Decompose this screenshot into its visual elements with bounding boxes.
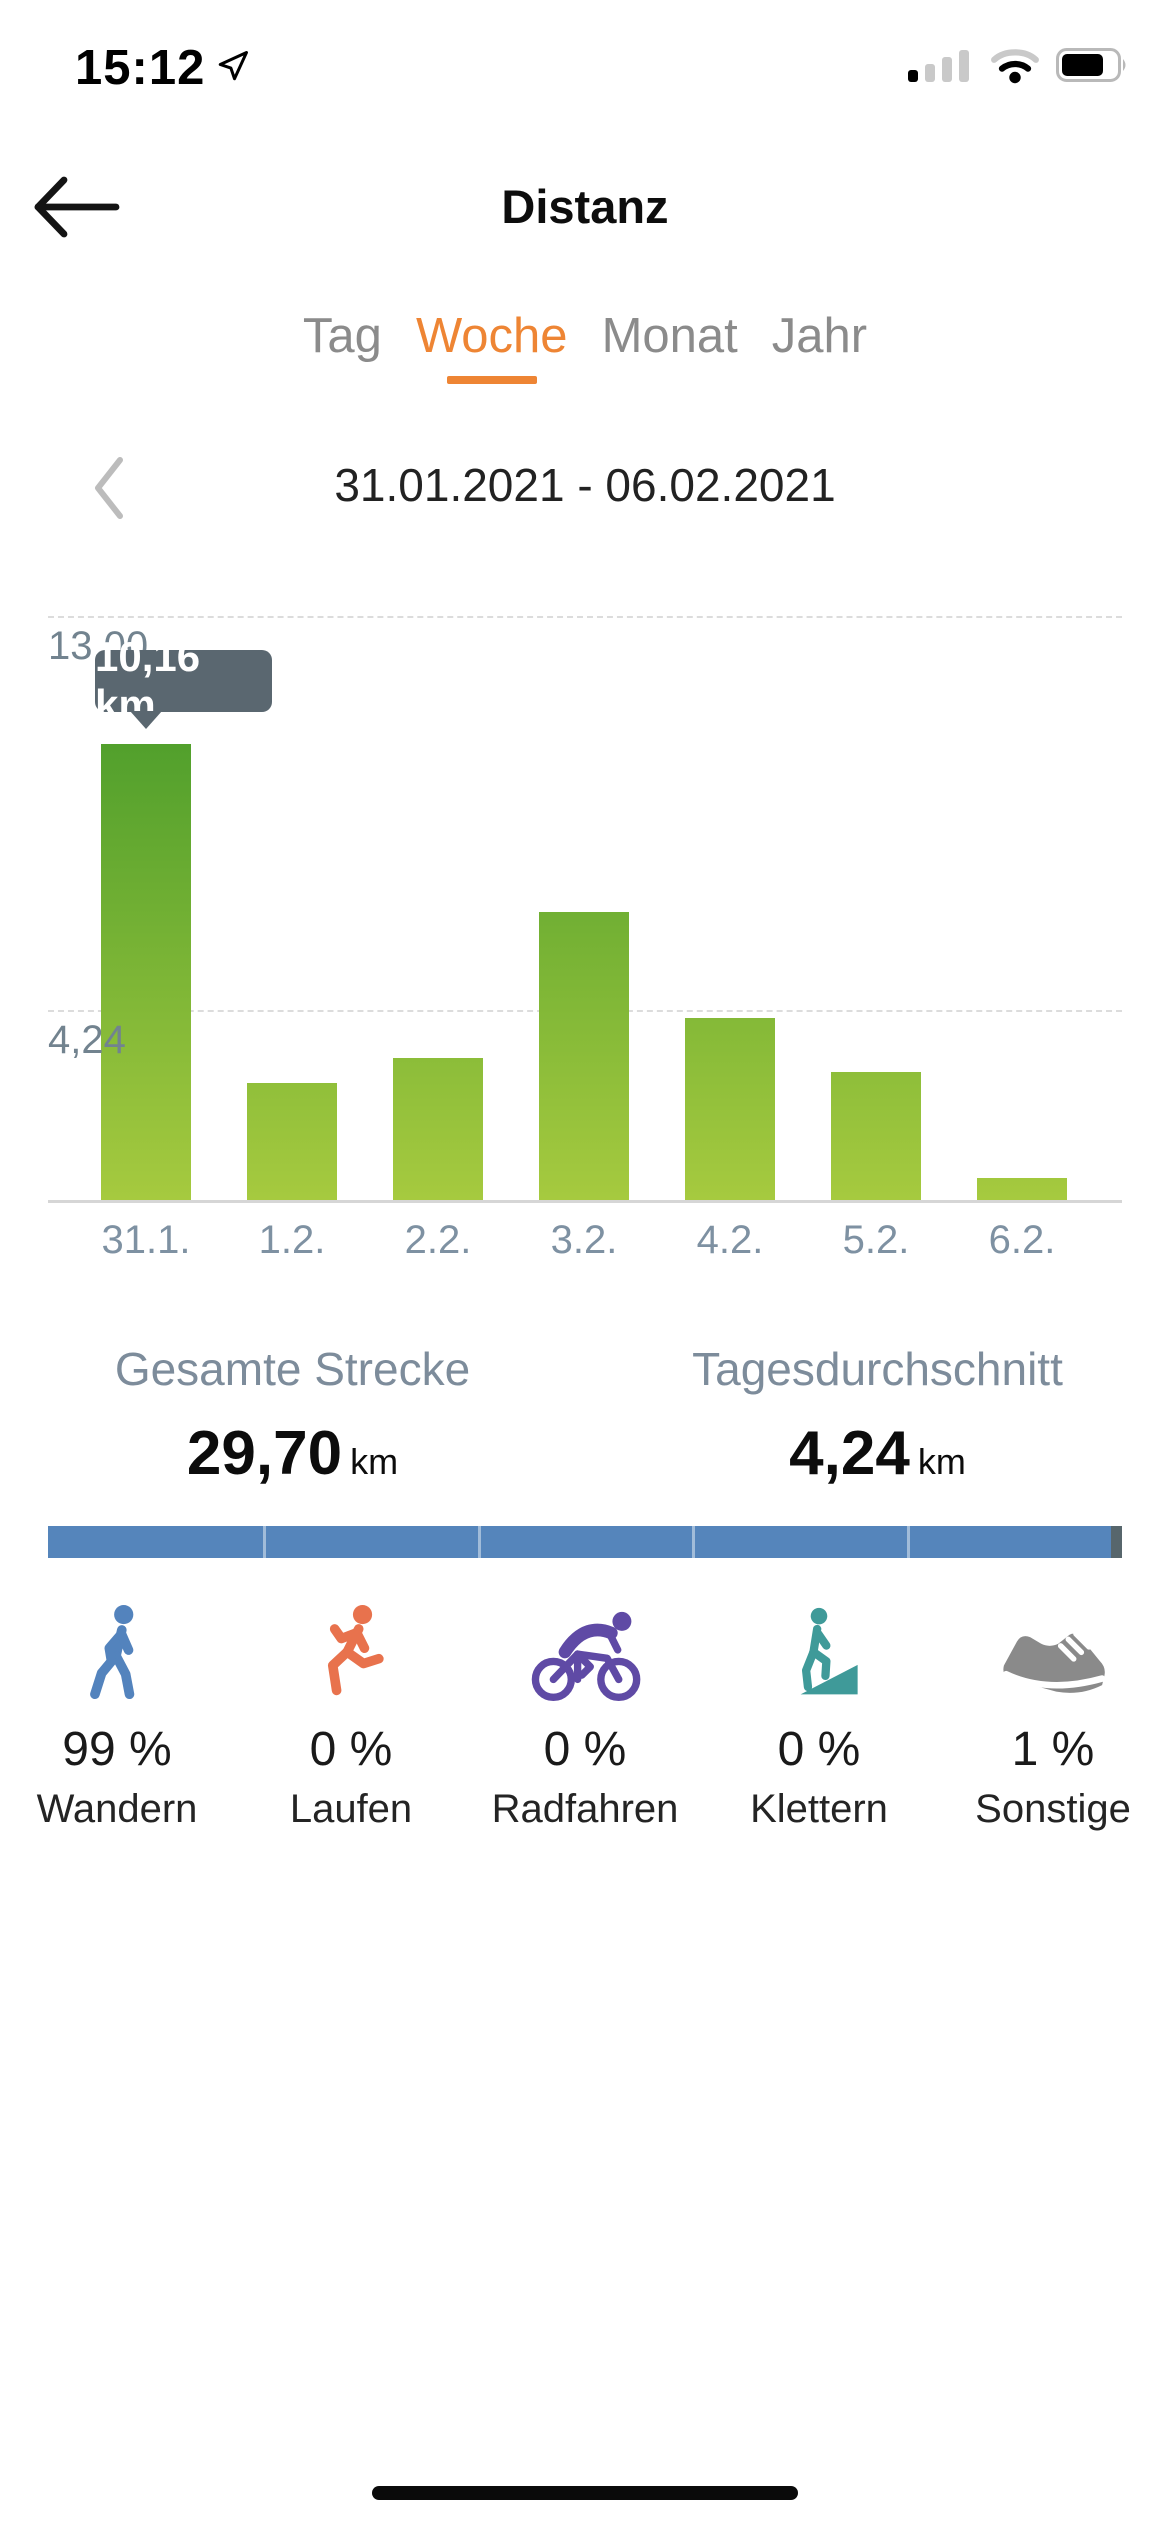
activity-name: Klettern [750, 1787, 888, 1831]
period-tabs: Tag Woche Monat Jahr [0, 306, 1170, 370]
location-arrow-icon [215, 48, 251, 89]
bar-3.2.[interactable] [539, 912, 629, 1200]
gridline-13,00 [48, 616, 1122, 618]
x-axis-label: 5.2. [842, 1218, 910, 1262]
summary-row: Gesamte Strecke 29,70 km Tagesdurchschnitt 4… [0, 1342, 1170, 1489]
summary-value: 4,24 km [585, 1418, 1170, 1489]
date-row: 31.01.2021 - 06.02.2021 [0, 452, 1170, 522]
status-bar: 15:12 [0, 40, 1170, 110]
cycling-icon [468, 1588, 702, 1706]
distribution-separator [477, 1526, 481, 1558]
back-arrow-icon [30, 168, 122, 251]
bar-tooltip-pointer [130, 711, 162, 729]
activity-breakdown: 99 % Wandern 0 % Laufen 0 % Radfahren 0 % Klett… [0, 1588, 1170, 1832]
summary-total-distance: Gesamte Strecke 29,70 km [0, 1342, 585, 1489]
activity-distribution-bar [48, 1526, 1122, 1558]
x-axis-label: 1.2. [258, 1218, 326, 1262]
activity-radfahren: 0 % Radfahren [468, 1588, 702, 1832]
distribution-main-segment [48, 1526, 1112, 1558]
tab-monat[interactable]: Monat [601, 309, 738, 363]
activity-name: Laufen [289, 1787, 413, 1831]
summary-daily-average: Tagesdurchschnitt 4,24 km [585, 1342, 1170, 1489]
summary-value: 29,70 km [0, 1418, 585, 1489]
home-indicator[interactable] [372, 2486, 798, 2500]
tab-woche[interactable]: Woche [416, 306, 568, 370]
x-axis-label: 6.2. [988, 1218, 1056, 1262]
activity-laufen: 0 % Laufen [234, 1588, 468, 1832]
activity-sonstige: 1 % Sonstige [936, 1588, 1170, 1832]
y-axis-label: 4,24 [48, 1018, 126, 1062]
bar-2.2.[interactable] [393, 1058, 483, 1200]
x-axis-label: 3.2. [550, 1218, 618, 1262]
tab-jahr[interactable]: Jahr [771, 309, 868, 363]
bar-6.2.[interactable] [977, 1178, 1067, 1200]
back-button[interactable] [30, 167, 126, 251]
activity-percent: 0 % [777, 1723, 861, 1776]
summary-unit: km [917, 1441, 966, 1482]
previous-week-button[interactable] [88, 454, 132, 520]
summary-number: 29,70 [186, 1419, 343, 1488]
activity-name: Sonstige [975, 1787, 1131, 1831]
tab-tag[interactable]: Tag [302, 309, 382, 363]
distribution-separator [262, 1526, 266, 1558]
bar-tooltip: 10,16 km [95, 633, 272, 728]
x-axis-label: 4.2. [696, 1218, 764, 1262]
activity-klettern: 0 % Klettern [702, 1588, 936, 1832]
activity-percent: 1 % [1011, 1723, 1095, 1776]
date-range-label: 31.01.2021 - 06.02.2021 [334, 459, 836, 511]
chevron-left-icon [88, 457, 128, 526]
distribution-separator [692, 1526, 696, 1558]
bar-5.2.[interactable] [831, 1072, 921, 1200]
distribution-other-segment [1111, 1526, 1122, 1558]
shoe-icon [936, 1588, 1170, 1706]
activity-name: Wandern [36, 1787, 198, 1831]
climbing-icon [702, 1588, 936, 1706]
summary-label: Gesamte Strecke [114, 1343, 471, 1395]
activity-name: Radfahren [491, 1787, 679, 1831]
status-time: 15:12 [75, 41, 206, 95]
activity-percent: 99 % [62, 1723, 172, 1776]
activity-wandern: 99 % Wandern [0, 1588, 234, 1832]
wifi-icon [990, 46, 1040, 89]
summary-number: 4,24 [789, 1419, 910, 1488]
bar-1.2.[interactable] [247, 1083, 337, 1200]
battery-icon [1056, 48, 1130, 87]
activity-percent: 0 % [309, 1723, 393, 1776]
page-title: Distanz [501, 180, 669, 233]
bar-4.2.[interactable] [685, 1018, 775, 1200]
distance-bar-chart: 13,00 4,24 31.1. 1.2. 2.2. 3.2. 4.2. 5.2. 6.2. 10… [48, 616, 1122, 1262]
bar-31.1.[interactable] [101, 744, 191, 1200]
nav-bar: Distanz [0, 165, 1170, 260]
activity-percent: 0 % [543, 1723, 627, 1776]
x-axis-line [48, 1200, 1122, 1203]
x-axis-label: 31.1. [101, 1218, 191, 1262]
distribution-separator [907, 1526, 911, 1558]
running-icon [234, 1588, 468, 1706]
summary-label: Tagesdurchschnitt [692, 1343, 1063, 1395]
summary-unit: km [350, 1441, 399, 1482]
signal-icon [908, 48, 974, 87]
walking-icon [0, 1588, 234, 1706]
x-axis-label: 2.2. [404, 1218, 472, 1262]
